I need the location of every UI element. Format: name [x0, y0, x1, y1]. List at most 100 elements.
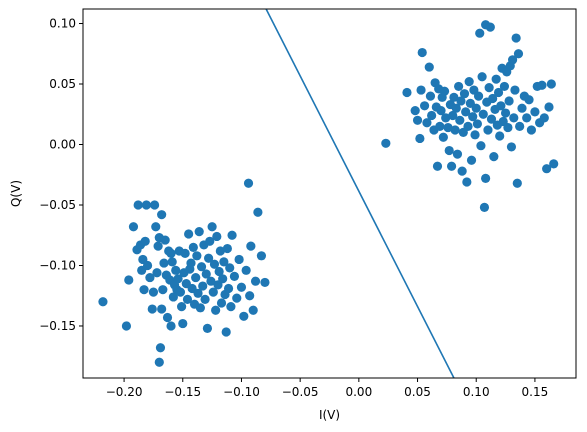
scatter-point: [504, 96, 514, 106]
scatter-point: [476, 141, 486, 151]
y-tick-label: −0.15: [39, 319, 76, 333]
scatter-point: [410, 106, 420, 116]
scatter-point: [515, 121, 525, 131]
scatter-point: [219, 257, 229, 267]
scatter-point: [191, 272, 201, 283]
scatter-point: [471, 103, 481, 113]
scatter-point: [159, 258, 169, 268]
scatter-point: [454, 81, 464, 92]
scatter-point: [444, 145, 454, 156]
scatter-points: [98, 20, 559, 367]
scatter-point: [539, 113, 549, 123]
scatter-point: [425, 91, 436, 101]
scatter-point: [472, 119, 482, 129]
scatter-point: [184, 229, 194, 239]
scatter-point: [500, 108, 511, 118]
scatter-point: [193, 288, 203, 298]
scatter-point: [424, 62, 434, 72]
scatter-point: [509, 113, 519, 123]
scatter-point: [168, 292, 178, 302]
scatter-point: [443, 122, 453, 133]
scatter-point: [140, 236, 150, 246]
scatter-point: [511, 33, 521, 43]
scatter-point: [479, 202, 490, 213]
scatter-point: [214, 266, 224, 277]
scatter-point: [246, 241, 256, 251]
scatter-point: [441, 113, 451, 123]
scatter-point: [226, 302, 236, 312]
scatter-point: [464, 76, 474, 87]
scatter-point: [198, 281, 208, 291]
scatter-point: [435, 121, 445, 131]
scatter-point: [449, 92, 459, 102]
scatter-point: [200, 294, 210, 304]
scatter-point: [446, 161, 457, 171]
scatter-point: [225, 263, 235, 273]
scatter-point: [223, 283, 234, 294]
scatter-point: [256, 251, 267, 261]
scatter-point: [489, 152, 499, 162]
scatter-point: [207, 222, 217, 232]
scatter-point: [145, 272, 155, 283]
scatter-point: [147, 304, 157, 314]
y-tick-label: 0.00: [49, 138, 76, 152]
scatter-point: [524, 95, 534, 105]
scatter-point: [202, 323, 213, 333]
scatter-point: [452, 149, 463, 159]
scatter-point: [488, 93, 498, 104]
scatter-point: [381, 138, 391, 148]
x-tick-label: 0.05: [404, 385, 431, 399]
scatter-point: [206, 276, 216, 286]
scatter-point: [544, 102, 554, 112]
scatter-point: [243, 178, 254, 188]
scatter-point: [486, 114, 497, 124]
scatter-point: [508, 55, 518, 65]
scatter-point: [451, 103, 461, 113]
scatter-point: [473, 91, 484, 101]
scatter-point: [150, 200, 160, 210]
scatter-point: [462, 177, 472, 187]
scatter-point: [496, 101, 506, 111]
scatter-point: [427, 110, 437, 121]
scatter-point: [128, 222, 139, 232]
scatter-point: [178, 318, 188, 329]
scatter-point: [485, 22, 495, 32]
scatter-point: [245, 291, 255, 301]
scatter-point: [157, 210, 167, 220]
scatter-point: [461, 107, 471, 117]
scatter-point: [456, 96, 466, 106]
scatter-point: [171, 265, 181, 275]
scatter-point: [412, 115, 423, 125]
scatter-point: [157, 304, 167, 314]
scatter-point: [236, 282, 247, 292]
scatter-point: [537, 80, 547, 90]
scatter-point: [142, 260, 153, 271]
scatter-point: [477, 72, 487, 82]
scatter-point: [188, 242, 198, 252]
x-tick-label: −0.10: [223, 385, 260, 399]
scatter-point: [221, 327, 231, 337]
scatter-point: [194, 227, 204, 237]
y-axis-label: Q(V): [9, 180, 23, 207]
y-tick-label: −0.05: [39, 198, 76, 212]
scatter-point: [148, 287, 159, 297]
scatter-point: [549, 159, 559, 169]
scatter-point: [166, 248, 176, 258]
scatter-point: [448, 110, 458, 121]
scatter-point: [260, 277, 270, 288]
scatter-point: [466, 155, 477, 165]
scatter-point: [495, 131, 505, 141]
scatter-point: [154, 357, 164, 367]
scatter-point: [212, 231, 222, 242]
scatter-point: [177, 302, 187, 312]
x-axis-label: I(V): [319, 408, 340, 422]
scatter-point: [402, 87, 412, 98]
y-tick-label: 0.05: [49, 77, 76, 91]
scatter-point: [166, 321, 176, 331]
scatter-point: [186, 258, 196, 268]
scatter-point: [481, 173, 491, 183]
scatter-point: [204, 253, 214, 263]
scatter-point: [253, 207, 263, 217]
scatter-point: [417, 47, 427, 58]
scatter-point: [229, 271, 240, 281]
